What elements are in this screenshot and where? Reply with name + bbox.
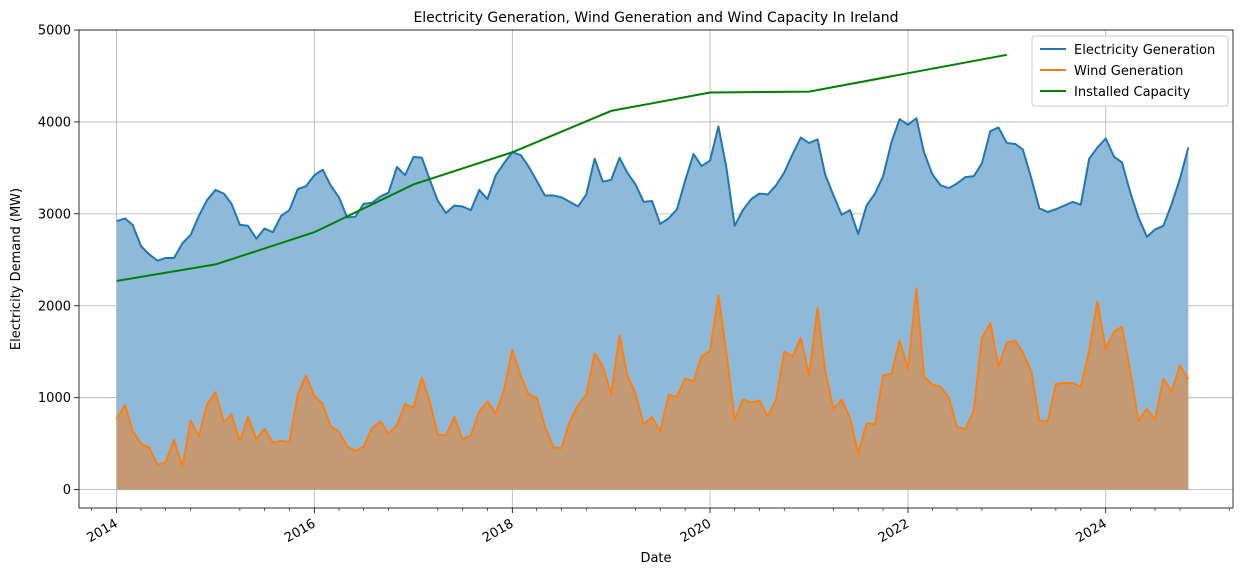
y-tick-label: 4000 [38, 115, 71, 130]
x-tick-label: 2022 [876, 516, 912, 546]
x-axis-label: Date [640, 551, 671, 566]
series-line-generation [116, 117, 1190, 262]
y-tick-label: 3000 [38, 207, 71, 222]
series-line-wind [115, 287, 1190, 468]
x-tick-label: 2020 [678, 516, 714, 546]
plot-frame [78, 29, 1234, 509]
x-tick-label: 2018 [480, 516, 516, 546]
y-tick-label: 0 [63, 483, 71, 498]
y-tick-label: 2000 [38, 299, 71, 314]
legend-box [1031, 35, 1229, 107]
x-tick-label: 2016 [282, 516, 318, 546]
y-tick-label: 5000 [38, 24, 71, 39]
series-lines [115, 53, 1190, 468]
legend: Electricity Generation Wind Generation I… [1031, 35, 1229, 107]
y-tick-label: 1000 [38, 391, 71, 406]
y-axis-label: Electricity Demand (MW) [9, 188, 24, 350]
legend-label-capacity: Installed Capacity [1074, 85, 1191, 100]
chart-title: Electricity Generation, Wind Generation … [413, 10, 898, 26]
x-tick-label: 2014 [84, 516, 120, 546]
series-line-capacity [116, 53, 1008, 282]
legend-label-generation: Electricity Generation [1074, 43, 1215, 58]
area-fills [116, 118, 1189, 490]
legend-label-wind: Wind Generation [1074, 64, 1183, 79]
x-tick-label: 2024 [1074, 516, 1110, 546]
